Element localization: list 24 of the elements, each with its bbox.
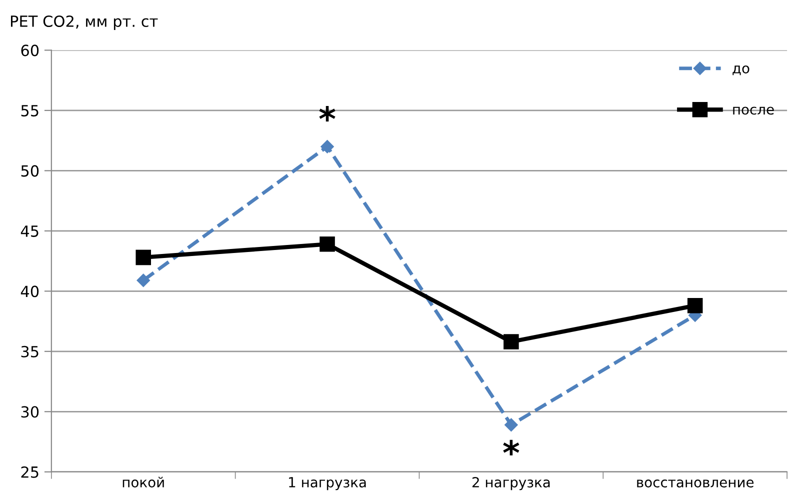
legend-label: до <box>732 65 750 76</box>
point <box>136 250 152 266</box>
y-tick-label: 40 <box>20 286 39 298</box>
point <box>504 334 519 350</box>
x-tick-label: 1 нагрузка <box>289 477 366 490</box>
point <box>320 140 334 154</box>
y-tick-label: 50 <box>21 165 39 177</box>
y-tick-label: 45 <box>20 226 38 237</box>
point <box>687 298 703 314</box>
x-tick-label: восстановление <box>637 480 754 488</box>
point <box>320 236 335 252</box>
y-tick-label: 60 <box>21 44 39 56</box>
y-tick-label: 55 <box>21 105 38 116</box>
point <box>504 418 518 432</box>
annotation: * <box>503 440 520 456</box>
y-axis-title: PET CO2, мм рт. ст <box>10 15 158 30</box>
annotation: * <box>319 106 336 122</box>
x-tick-label: 2 нагрузка <box>472 476 550 490</box>
x-tick-label: покой <box>122 476 164 488</box>
legend-label: после <box>733 106 774 115</box>
y-tick-label: 25 <box>21 466 38 478</box>
y-tick-label: 35 <box>21 346 38 358</box>
point <box>136 274 150 287</box>
y-tick-label: 30 <box>21 406 39 418</box>
